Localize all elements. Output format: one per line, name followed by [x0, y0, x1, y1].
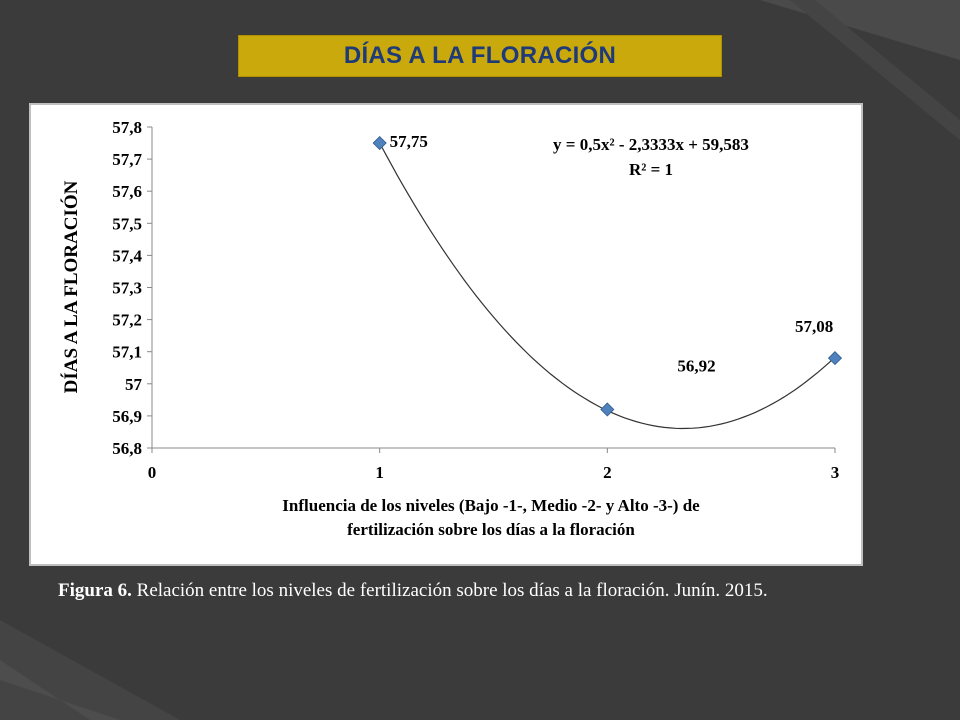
y-tick-label: 57,7: [112, 150, 142, 169]
caption-label: Figura 6.: [58, 580, 132, 601]
figure-caption: Figura 6. Relación entre los niveles de …: [58, 577, 918, 604]
data-point: [827, 351, 843, 366]
x-tick-label: 0: [148, 463, 157, 482]
y-tick-label: 57,2: [112, 311, 142, 330]
y-tick-label: 56,9: [112, 407, 142, 426]
y-tick-label: 57: [125, 375, 143, 394]
x-axis-label-line-2: fertilización sobre los días a la florac…: [347, 520, 635, 539]
x-tick-label: 1: [375, 463, 384, 482]
x-tick-label: 3: [831, 463, 840, 482]
title-banner: DÍAS A LA FLORACIÓN: [238, 35, 722, 77]
chart-frame: 56,8 56,9 57 57,1 57,2 57,3 57,4 57,5 57,6 57,7 57…: [29, 103, 863, 566]
trendline-equation: y = 0,5x² - 2,3333x + 59,583: [553, 135, 749, 154]
y-tick-label: 57,5: [112, 214, 142, 233]
x-axis-label-line-1: Influencia de los niveles (Bajo -1-, Med…: [282, 496, 700, 515]
data-label: 56,92: [677, 356, 715, 375]
y-tick-label: 57,8: [112, 118, 142, 137]
data-label: 57,08: [795, 317, 833, 336]
trendline-curve: [379, 142, 836, 430]
caption-text: Relación entre los niveles de fertilizac…: [131, 580, 768, 601]
y-tick-label: 56,8: [112, 439, 142, 458]
y-tick-label: 57,6: [112, 182, 142, 201]
data-point: [372, 135, 387, 151]
data-label: 57,75: [390, 132, 428, 151]
scatter-chart: 56,8 56,9 57 57,1 57,2 57,3 57,4 57,5 57,6 57,7 57…: [60, 118, 843, 539]
trendline-r-squared: R² = 1: [629, 160, 673, 179]
slide-title: DÍAS A LA FLORACIÓN: [343, 42, 617, 69]
data-point: [600, 402, 615, 417]
y-tick-label: 57,3: [112, 279, 142, 298]
y-tick-label: 57,1: [112, 343, 142, 362]
y-tick-label: 57,4: [112, 246, 142, 265]
x-tick-label: 2: [603, 463, 612, 482]
y-axis-label: DÍAS A LA FLORACIÓN: [60, 180, 82, 393]
